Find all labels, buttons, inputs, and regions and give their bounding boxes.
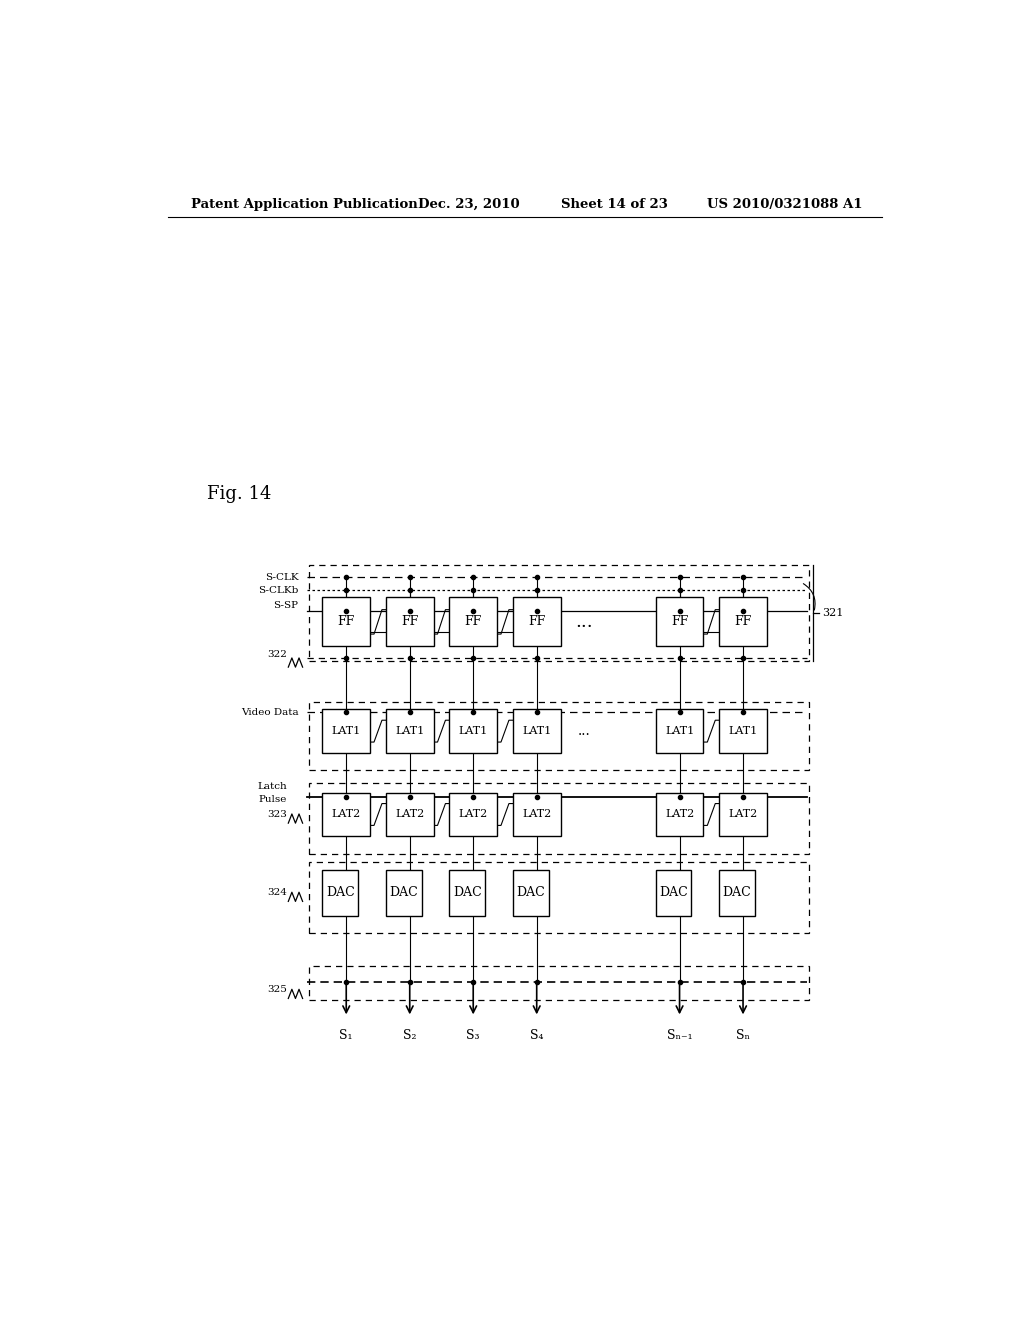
Text: Pulse: Pulse [258, 795, 287, 804]
Text: Patent Application Publication: Patent Application Publication [191, 198, 418, 211]
Text: 323: 323 [267, 810, 287, 818]
Text: LAT2: LAT2 [332, 809, 360, 820]
Bar [655, 598, 703, 647]
Bar [323, 792, 370, 837]
Bar [450, 598, 497, 647]
Bar [719, 870, 755, 916]
Text: FF: FF [671, 615, 688, 628]
Text: 321: 321 [822, 607, 844, 618]
Bar [323, 598, 370, 647]
Text: LAT2: LAT2 [459, 809, 487, 820]
Text: LAT2: LAT2 [522, 809, 551, 820]
Text: LAT1: LAT1 [728, 726, 758, 737]
Text: Sₙ: Sₙ [736, 1030, 750, 1043]
Text: ...: ... [575, 612, 593, 631]
Text: LAT1: LAT1 [332, 726, 360, 737]
Text: DAC: DAC [389, 886, 418, 899]
Bar [309, 565, 809, 660]
Text: Sₙ₋₁: Sₙ₋₁ [667, 1030, 692, 1043]
Text: DAC: DAC [326, 886, 354, 899]
Text: LAT1: LAT1 [395, 726, 424, 737]
Bar [450, 792, 497, 837]
Bar [719, 709, 767, 752]
Text: S-SP: S-SP [273, 601, 299, 610]
Text: S₃: S₃ [467, 1030, 480, 1043]
Bar [655, 709, 703, 752]
Text: LAT1: LAT1 [459, 726, 487, 737]
Text: LAT1: LAT1 [665, 726, 694, 737]
Text: S₄: S₄ [530, 1030, 544, 1043]
Bar [513, 598, 560, 647]
Bar [450, 709, 497, 752]
Text: FF: FF [338, 615, 355, 628]
Bar [655, 792, 703, 837]
Text: Video Data: Video Data [241, 708, 299, 717]
Text: FF: FF [528, 615, 546, 628]
Bar [386, 870, 422, 916]
Text: 325: 325 [267, 985, 287, 994]
Bar [719, 598, 767, 647]
Bar [719, 792, 767, 837]
Text: S₂: S₂ [403, 1030, 417, 1043]
Bar [655, 870, 691, 916]
Text: Dec. 23, 2010: Dec. 23, 2010 [418, 198, 519, 211]
Bar [323, 870, 358, 916]
Bar [309, 702, 809, 771]
Text: FF: FF [465, 615, 482, 628]
Text: LAT2: LAT2 [728, 809, 758, 820]
Text: S-CLK: S-CLK [265, 573, 299, 582]
Text: 324: 324 [267, 888, 287, 898]
Bar [386, 598, 433, 647]
Text: DAC: DAC [453, 886, 481, 899]
Text: LAT2: LAT2 [395, 809, 424, 820]
Text: 322: 322 [267, 649, 287, 659]
Bar [309, 862, 809, 933]
Bar [513, 792, 560, 837]
Text: ...: ... [578, 725, 591, 738]
Bar [309, 784, 809, 854]
Text: S₁: S₁ [340, 1030, 353, 1043]
Bar [386, 709, 433, 752]
Bar [450, 870, 485, 916]
Text: DAC: DAC [723, 886, 752, 899]
Bar [386, 792, 433, 837]
Text: FF: FF [734, 615, 752, 628]
Text: FF: FF [401, 615, 419, 628]
Bar [323, 709, 370, 752]
Text: Latch: Latch [257, 781, 287, 791]
Text: LAT2: LAT2 [665, 809, 694, 820]
Bar [513, 870, 549, 916]
Bar [309, 966, 809, 1001]
Text: DAC: DAC [659, 886, 688, 899]
Text: US 2010/0321088 A1: US 2010/0321088 A1 [708, 198, 863, 211]
Text: S-CLKb: S-CLKb [258, 586, 299, 595]
Text: Fig. 14: Fig. 14 [207, 484, 271, 503]
Bar [513, 709, 560, 752]
Text: DAC: DAC [516, 886, 545, 899]
Text: Sheet 14 of 23: Sheet 14 of 23 [560, 198, 668, 211]
Text: LAT1: LAT1 [522, 726, 551, 737]
